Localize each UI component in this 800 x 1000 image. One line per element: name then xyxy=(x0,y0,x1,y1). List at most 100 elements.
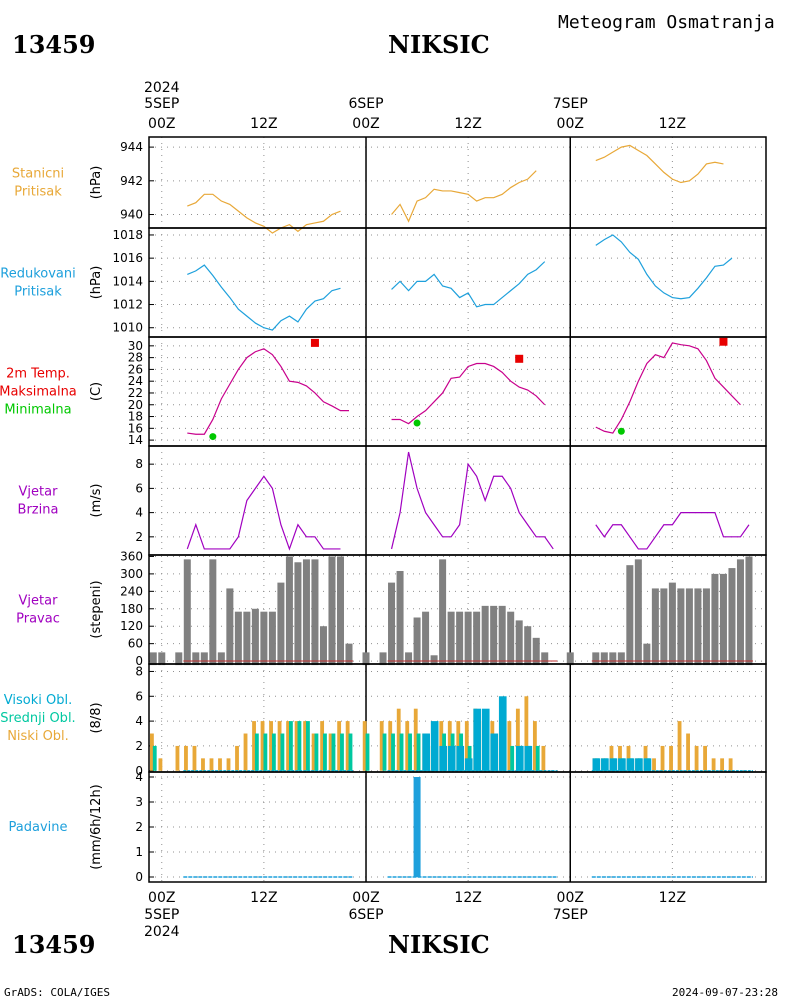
mid-cloud-bar xyxy=(510,745,515,771)
low-cloud-bar xyxy=(694,745,699,771)
y-tick-label: 4 xyxy=(135,770,143,784)
panel-label: Vjetar xyxy=(19,594,59,609)
low-cloud-bar xyxy=(294,721,299,771)
low-cloud-bar xyxy=(158,758,163,771)
y-axis-label: (C) xyxy=(89,382,104,401)
high-cloud-bar xyxy=(635,758,643,771)
mid-cloud-bar xyxy=(323,733,327,771)
tmin-marker xyxy=(209,433,217,441)
y-tick-label: 6 xyxy=(135,689,143,703)
tmin-marker xyxy=(413,419,421,427)
direction-bar xyxy=(651,588,659,666)
y-tick-label: 18 xyxy=(128,410,143,424)
panel-label: Brzina xyxy=(18,503,59,518)
high-cloud-bar xyxy=(524,745,533,771)
y-tick-label: 26 xyxy=(128,362,143,376)
direction-bar xyxy=(158,652,166,666)
direction-bar xyxy=(200,652,208,666)
high-cloud-bar xyxy=(447,745,456,771)
y-axis-label: (8/8) xyxy=(89,702,104,733)
panel-label: Srednji Obl. xyxy=(0,711,75,726)
y-tick-label: 944 xyxy=(120,140,143,154)
panel-vjetar_brzina xyxy=(148,445,767,556)
low-cloud-bar xyxy=(235,745,239,771)
mid-cloud-bar xyxy=(297,721,302,771)
direction-bar xyxy=(268,611,276,666)
series-line xyxy=(595,234,733,300)
direction-bar xyxy=(736,559,744,666)
direction-bar xyxy=(702,588,710,666)
high-cloud-bar xyxy=(422,733,430,771)
low-cloud-bar xyxy=(303,721,308,771)
high-cloud-bar xyxy=(601,758,609,771)
direction-bar xyxy=(660,588,668,666)
direction-bar xyxy=(345,643,353,666)
bottom-day-label: 7SEP xyxy=(553,907,588,923)
y-tick-label: 14 xyxy=(128,433,143,447)
panel-label: Maksimalna xyxy=(0,385,77,400)
direction-bar xyxy=(464,611,472,666)
direction-bar xyxy=(183,559,191,666)
mid-cloud-bar xyxy=(271,733,276,771)
direction-bar xyxy=(209,559,217,666)
direction-bar xyxy=(481,605,489,666)
direction-bar xyxy=(405,652,413,666)
direction-bar xyxy=(507,611,515,666)
y-tick-label: 180 xyxy=(120,602,143,616)
direction-bar xyxy=(498,605,506,666)
y-tick-label: 3 xyxy=(135,795,143,809)
direction-bar xyxy=(234,611,242,666)
high-cloud-bar xyxy=(643,758,652,771)
direction-bar xyxy=(600,652,608,666)
direction-bar xyxy=(243,611,251,666)
y-tick-label: 1014 xyxy=(112,274,143,288)
panel-label: Pritisak xyxy=(14,185,62,200)
y-axis-label: (mm/6h/12h) xyxy=(89,784,104,870)
direction-bar xyxy=(490,605,498,666)
product-title: Meteogram Osmatranja xyxy=(558,12,775,33)
panel-label: 2m Temp. xyxy=(6,367,70,382)
direction-bar xyxy=(430,655,438,666)
y-tick-label: 942 xyxy=(120,174,143,188)
direction-bar xyxy=(302,559,310,666)
tmax-marker xyxy=(310,338,319,347)
low-cloud-bar xyxy=(277,721,282,771)
mid-cloud-bar xyxy=(288,721,293,771)
direction-bar xyxy=(728,568,736,666)
bottom-hour-label: 00Z xyxy=(557,890,584,906)
panel-oblacnost xyxy=(148,663,767,773)
y-tick-label: 28 xyxy=(128,351,143,365)
panel-frame xyxy=(148,227,767,338)
panel-label: Stanicni xyxy=(12,167,64,182)
direction-bar xyxy=(634,559,642,666)
mid-cloud-bar xyxy=(152,745,157,771)
top-hour-label: 00Z xyxy=(557,116,584,132)
direction-bar xyxy=(362,652,370,666)
y-tick-label: 8 xyxy=(135,457,143,471)
y-tick-label: 60 xyxy=(128,637,143,651)
mid-cloud-bar xyxy=(399,733,404,771)
mid-cloud-bar xyxy=(408,733,412,771)
y-tick-label: 0 xyxy=(135,870,143,884)
temp-line xyxy=(595,342,741,434)
y-tick-label: 2 xyxy=(135,530,143,544)
bottom-year-label: 2024 xyxy=(144,924,180,940)
low-cloud-bar xyxy=(226,758,231,771)
y-tick-label: 1012 xyxy=(112,298,143,312)
direction-bar xyxy=(592,652,600,666)
top-year-label: 2024 xyxy=(144,80,180,96)
station-name-bottom: NIKSIC xyxy=(388,930,490,959)
low-cloud-bar xyxy=(669,745,673,771)
direction-bar xyxy=(447,611,455,666)
low-cloud-bar xyxy=(507,721,512,771)
y-tick-label: 300 xyxy=(120,567,143,581)
low-cloud-bar xyxy=(464,721,469,771)
station-id-top: 13459 xyxy=(12,30,96,59)
temp-line xyxy=(391,362,546,425)
y-tick-label: 1 xyxy=(135,845,143,859)
low-cloud-bar xyxy=(201,758,205,771)
panel-label: Visoki Obl. xyxy=(4,693,72,708)
direction-bar xyxy=(685,588,693,666)
bottom-hour-label: 12Z xyxy=(250,890,277,906)
